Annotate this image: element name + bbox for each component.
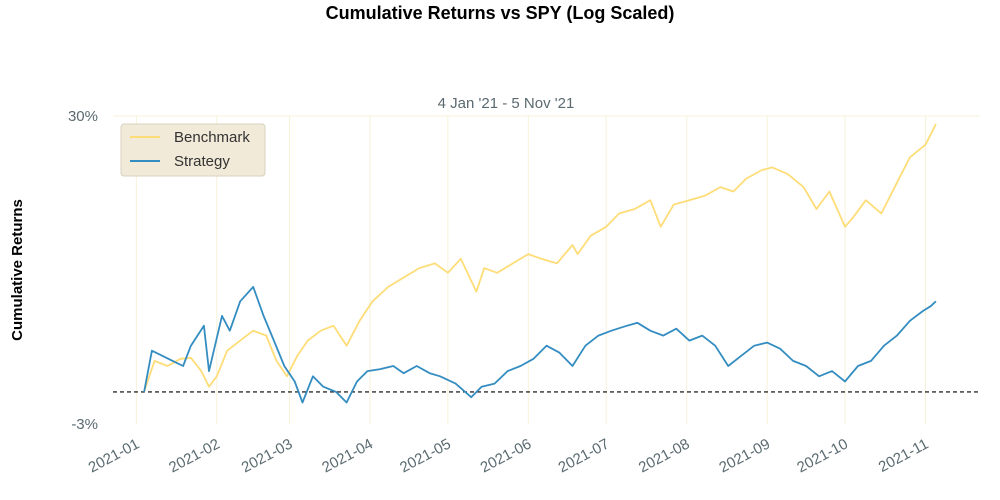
x-tick-label: 2021-10 bbox=[794, 436, 851, 477]
y-tick-label: 30% bbox=[68, 108, 98, 125]
x-tick-label: 2021-06 bbox=[478, 436, 535, 477]
series-line-benchmark bbox=[143, 123, 937, 393]
x-tick-label: 2021-07 bbox=[555, 436, 612, 477]
x-tick-label: 2021-04 bbox=[319, 436, 376, 477]
y-tick-label: -3% bbox=[71, 416, 98, 433]
x-tick-labels: 2021-01 2021-02 2021-03 2021-04 2021-05 2021-… bbox=[86, 436, 932, 477]
chart-title: Cumulative Returns vs SPY (Log Scaled) bbox=[325, 3, 675, 23]
chart-subtitle: 4 Jan '21 - 5 Nov '21 bbox=[438, 95, 575, 112]
x-tick-label: 2021-11 bbox=[876, 436, 932, 476]
legend: Benchmark Strategy bbox=[120, 123, 266, 177]
x-tick-label: 2021-05 bbox=[397, 436, 454, 477]
x-tick-label: 2021-09 bbox=[716, 436, 773, 477]
y-tick-labels: 30% -3% bbox=[68, 108, 98, 433]
x-tick-label: 2021-02 bbox=[166, 436, 223, 477]
x-tick-label: 2021-08 bbox=[636, 436, 693, 477]
x-tick-label: 2021-01 bbox=[86, 436, 143, 477]
series-lines bbox=[143, 123, 937, 404]
y-axis-label: Cumulative Returns bbox=[9, 199, 26, 341]
legend-label-strategy: Strategy bbox=[174, 153, 230, 170]
legend-label-benchmark: Benchmark bbox=[174, 129, 250, 146]
series-line-strategy bbox=[143, 285, 937, 404]
x-tick-label: 2021-03 bbox=[239, 436, 296, 477]
